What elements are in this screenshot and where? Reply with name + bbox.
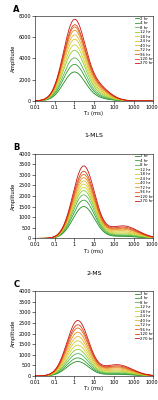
- Text: C: C: [13, 280, 20, 289]
- Text: 2-MS: 2-MS: [86, 271, 102, 276]
- Y-axis label: Amplitude: Amplitude: [11, 182, 16, 210]
- Text: B: B: [13, 143, 20, 152]
- Y-axis label: Amplitude: Amplitude: [11, 45, 16, 72]
- Legend: 2 hr, 4 hr, 8 hr, 12 hr, 18 hr, 24 hr, 40 hr, 72 hr, 96 hr, 120 hr, 270 hr: 2 hr, 4 hr, 8 hr, 12 hr, 18 hr, 24 hr, 4…: [135, 16, 153, 66]
- Legend: 2 hr, 4 hr, 8 hr, 12 hr, 18 hr, 24 hr, 40 hr, 72 hr, 96 hr, 120 hr, 270 hr: 2 hr, 4 hr, 8 hr, 12 hr, 18 hr, 24 hr, 4…: [135, 154, 153, 203]
- Y-axis label: Amplitude: Amplitude: [11, 320, 16, 347]
- X-axis label: T₂ (ms): T₂ (ms): [84, 386, 104, 391]
- Text: 1-MLS: 1-MLS: [85, 133, 103, 138]
- Text: A: A: [13, 5, 20, 14]
- X-axis label: T₂ (ms): T₂ (ms): [84, 249, 104, 254]
- Legend: 2 hr, 4 hr, 8 hr, 12 hr, 18 hr, 24 hr, 40 hr, 72 hr, 96 hr, 120 hr, 270 hr: 2 hr, 4 hr, 8 hr, 12 hr, 18 hr, 24 hr, 4…: [135, 292, 153, 341]
- X-axis label: T₂ (ms): T₂ (ms): [84, 111, 104, 116]
